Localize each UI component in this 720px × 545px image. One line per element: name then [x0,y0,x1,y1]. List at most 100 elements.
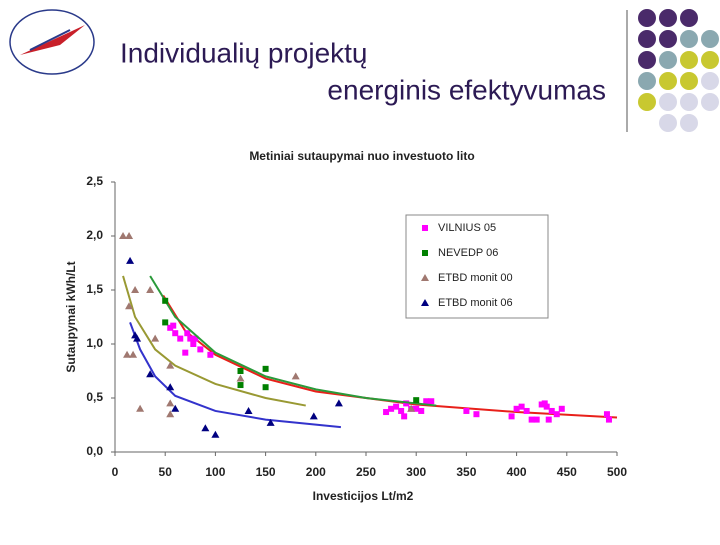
data-point [125,232,134,239]
x-axis-label: Investicijos Lt/m2 [313,489,414,503]
data-point [166,399,175,407]
x-tick-label: 500 [607,465,627,479]
legend [405,214,549,319]
data-point [334,399,343,407]
data-point [162,297,169,304]
data-point [393,403,400,410]
data-point [266,418,275,426]
data-point [541,400,548,407]
data-point [187,335,194,342]
data-point [170,322,177,329]
data-point [533,416,540,423]
x-tick-label: 100 [205,465,225,479]
y-tick-label: 1,5 [86,282,103,296]
data-point [133,334,142,342]
data-point [418,407,425,414]
legend-label: VILNIUS 05 [438,222,496,234]
data-point [603,411,610,418]
chart-title: Metiniai sutaupymai nuo investuoto lito [249,149,474,163]
data-point [407,404,416,412]
data-point [190,341,197,347]
data-point [126,256,135,264]
data-point [146,370,155,378]
data-point [129,350,138,358]
data-point [201,424,210,432]
legend-marker [421,299,429,306]
data-point [309,412,318,420]
data-point [237,368,244,374]
legend-marker [421,274,429,281]
slide-title: energinis efektyvumas [327,74,606,105]
trend-line [129,322,341,429]
data-point [151,334,160,342]
x-tick-label: 150 [256,465,276,479]
data-point [177,335,184,342]
data-point [523,407,530,414]
y-axis-label: Sutaupymai kWh/Lt [64,261,78,372]
data-point [192,335,199,342]
data-point [398,407,405,414]
logo [9,9,95,75]
data-point [463,407,470,414]
data-point [207,351,214,358]
trend-line [149,275,437,407]
y-tick-label: 2,0 [86,228,103,242]
data-point [548,407,555,414]
decor-dots [638,9,719,132]
data-point [166,410,175,418]
data-point [428,398,435,405]
data-point [262,365,269,372]
y-tick-label: 0,5 [86,390,103,404]
x-tick-label: 200 [306,465,326,479]
x-tick-label: 350 [456,465,476,479]
data-point [518,403,525,410]
data-point [166,361,175,369]
data-point [136,404,145,412]
data-point [262,384,269,391]
data-point [553,411,560,418]
data-point [172,330,179,337]
data-point [513,405,520,412]
data-point [401,413,408,420]
data-point [383,409,390,416]
data-point [166,383,175,391]
data-point [162,319,169,326]
legend-label: NEVEDP 06 [438,247,498,259]
x-tick-label: 0 [112,465,119,479]
data-point [131,286,140,293]
data-point [123,350,132,358]
data-point [528,416,535,423]
data-point [125,302,134,310]
slide-title: Individualių projektų [120,37,368,68]
data-point [244,406,253,414]
data-point [388,405,395,412]
data-point [211,430,220,438]
data-point [605,416,612,423]
data-point [403,400,410,407]
data-point [197,346,204,353]
data-point [119,232,128,239]
legend-marker [422,225,428,231]
x-tick-label: 400 [507,465,527,479]
x-tick-label: 250 [356,465,376,479]
y-tick-label: 0,0 [86,444,103,458]
data-point [182,349,189,356]
data-point [236,374,245,382]
data-point [423,398,430,405]
x-tick-label: 50 [159,465,173,479]
data-point [543,403,550,410]
data-point [473,411,480,418]
trend-line [122,275,306,407]
legend-label: ETBD monit 06 [438,297,513,309]
data-point [538,401,545,408]
data-point [184,330,191,337]
data-point [146,286,155,293]
trend-line [162,294,618,419]
data-point [237,382,244,389]
legend-label: ETBD monit 00 [438,272,513,284]
data-point [558,405,565,412]
data-point [171,404,180,412]
data-point [413,405,420,412]
x-tick-label: 450 [557,465,577,479]
